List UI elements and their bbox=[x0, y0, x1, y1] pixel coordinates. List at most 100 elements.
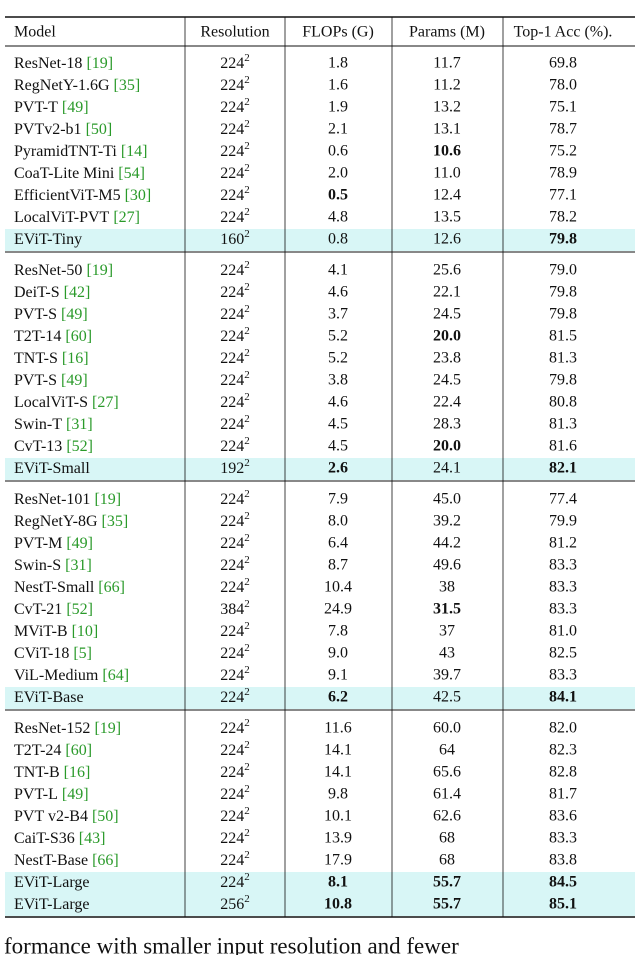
model-name: T2T-24 bbox=[14, 742, 61, 759]
params-cell: 49.6 bbox=[433, 557, 461, 574]
flops-cell: 4.5 bbox=[328, 438, 348, 455]
model-name: EViT-Large bbox=[14, 874, 89, 891]
flops-cell: 24.9 bbox=[324, 601, 352, 618]
model-cell: CViT-18 [5] bbox=[14, 645, 92, 662]
resolution: 224 bbox=[220, 372, 244, 389]
model-cell: CaiT-S36 [43] bbox=[14, 830, 105, 847]
params-cell: 37 bbox=[439, 623, 455, 640]
params-cell: 11.7 bbox=[433, 55, 460, 72]
resolution-exponent: 2 bbox=[244, 805, 250, 817]
citation: [49] bbox=[66, 535, 93, 552]
flops-cell: 4.1 bbox=[328, 262, 348, 279]
model-name: T2T-14 bbox=[14, 328, 61, 345]
params-cell: 68 bbox=[439, 830, 455, 847]
resolution-cell: 2242 bbox=[220, 96, 250, 116]
resolution-exponent: 2 bbox=[244, 642, 250, 654]
model-cell: EViT-Tiny bbox=[14, 231, 82, 248]
resolution: 384 bbox=[220, 601, 244, 618]
resolution-exponent: 2 bbox=[244, 457, 250, 469]
acc-cell: 79.0 bbox=[549, 262, 577, 279]
acc-cell: 83.3 bbox=[549, 557, 577, 574]
flops-cell: 5.2 bbox=[328, 328, 348, 345]
row-highlight bbox=[5, 229, 635, 251]
resolution: 256 bbox=[220, 896, 244, 913]
citation: [43] bbox=[79, 830, 106, 847]
params-cell: 11.0 bbox=[433, 165, 460, 182]
acc-cell: 81.7 bbox=[549, 786, 577, 803]
params-cell: 55.7 bbox=[433, 896, 461, 913]
resolution-cell: 2242 bbox=[220, 510, 250, 530]
resolution-cell: 2242 bbox=[220, 162, 250, 182]
params-cell: 39.2 bbox=[433, 513, 461, 530]
resolution-exponent: 2 bbox=[244, 488, 250, 500]
model-cell: PVT-L [49] bbox=[14, 786, 89, 803]
model-name: PVT-T bbox=[14, 99, 58, 116]
acc-cell: 85.1 bbox=[549, 896, 577, 913]
citation: [10] bbox=[72, 623, 99, 640]
flops-cell: 2.6 bbox=[328, 460, 348, 477]
params-cell: 23.8 bbox=[433, 350, 461, 367]
citation: [49] bbox=[61, 306, 88, 323]
resolution: 224 bbox=[220, 557, 244, 574]
resolution: 224 bbox=[220, 579, 244, 596]
acc-cell: 77.4 bbox=[549, 491, 577, 508]
resolution: 224 bbox=[220, 165, 244, 182]
resolution-exponent: 2 bbox=[244, 783, 250, 795]
acc-cell: 75.2 bbox=[549, 143, 577, 160]
acc-cell: 81.0 bbox=[549, 623, 577, 640]
resolution-exponent: 2 bbox=[244, 162, 250, 174]
resolution-cell: 2242 bbox=[220, 281, 250, 301]
flops-cell: 10.8 bbox=[324, 896, 352, 913]
acc-cell: 69.8 bbox=[549, 55, 577, 72]
flops-cell: 3.7 bbox=[328, 306, 348, 323]
model-cell: PVT v2-B4 [50] bbox=[14, 808, 119, 825]
acc-cell: 82.5 bbox=[549, 645, 577, 662]
resolution-cell: 2242 bbox=[220, 140, 250, 160]
acc-cell: 83.6 bbox=[549, 808, 577, 825]
resolution-cell: 2242 bbox=[220, 391, 250, 411]
params-cell: 61.4 bbox=[433, 786, 461, 803]
model-name: CaiT-S36 bbox=[14, 830, 75, 847]
flops-cell: 9.1 bbox=[328, 667, 348, 684]
acc-cell: 81.2 bbox=[549, 535, 577, 552]
acc-cell: 80.8 bbox=[549, 394, 577, 411]
model-cell: NestT-Small [66] bbox=[14, 579, 125, 596]
acc-cell: 77.1 bbox=[549, 187, 577, 204]
model-name: EViT-Small bbox=[14, 460, 90, 477]
resolution-exponent: 2 bbox=[244, 140, 250, 152]
flops-cell: 14.1 bbox=[324, 742, 352, 759]
citation: [66] bbox=[98, 579, 125, 596]
flops-cell: 10.1 bbox=[324, 808, 352, 825]
citation: [27] bbox=[92, 394, 119, 411]
citation: [16] bbox=[64, 764, 91, 781]
citation: [66] bbox=[92, 852, 119, 869]
acc-cell: 78.9 bbox=[549, 165, 577, 182]
resolution: 224 bbox=[220, 720, 244, 737]
resolution: 224 bbox=[220, 416, 244, 433]
flops-cell: 0.5 bbox=[328, 187, 348, 204]
params-cell: 10.6 bbox=[433, 143, 461, 160]
citation: [16] bbox=[62, 350, 89, 367]
resolution-cell: 1922 bbox=[220, 457, 250, 477]
acc-cell: 79.8 bbox=[549, 284, 577, 301]
model-cell: CvT-13 [52] bbox=[14, 438, 93, 455]
params-cell: 42.5 bbox=[433, 689, 461, 706]
model-name: PVT-S bbox=[14, 372, 57, 389]
model-name: ResNet-152 bbox=[14, 720, 90, 737]
model-cell: CoaT-Lite Mini [54] bbox=[14, 165, 145, 182]
acc-cell: 82.1 bbox=[549, 460, 577, 477]
params-cell: 24.5 bbox=[433, 372, 461, 389]
resolution-cell: 2242 bbox=[220, 620, 250, 640]
model-name: CvT-21 bbox=[14, 601, 62, 618]
params-cell: 39.7 bbox=[433, 667, 461, 684]
model-name: PVT-S bbox=[14, 306, 57, 323]
resolution-exponent: 2 bbox=[244, 413, 250, 425]
resolution-cell: 2242 bbox=[220, 259, 250, 279]
resolution-exponent: 2 bbox=[244, 576, 250, 588]
resolution-exponent: 2 bbox=[244, 74, 250, 86]
acc-cell: 82.0 bbox=[549, 720, 577, 737]
resolution: 224 bbox=[220, 667, 244, 684]
model-cell: PVT-M [49] bbox=[14, 535, 93, 552]
flops-cell: 4.8 bbox=[328, 209, 348, 226]
